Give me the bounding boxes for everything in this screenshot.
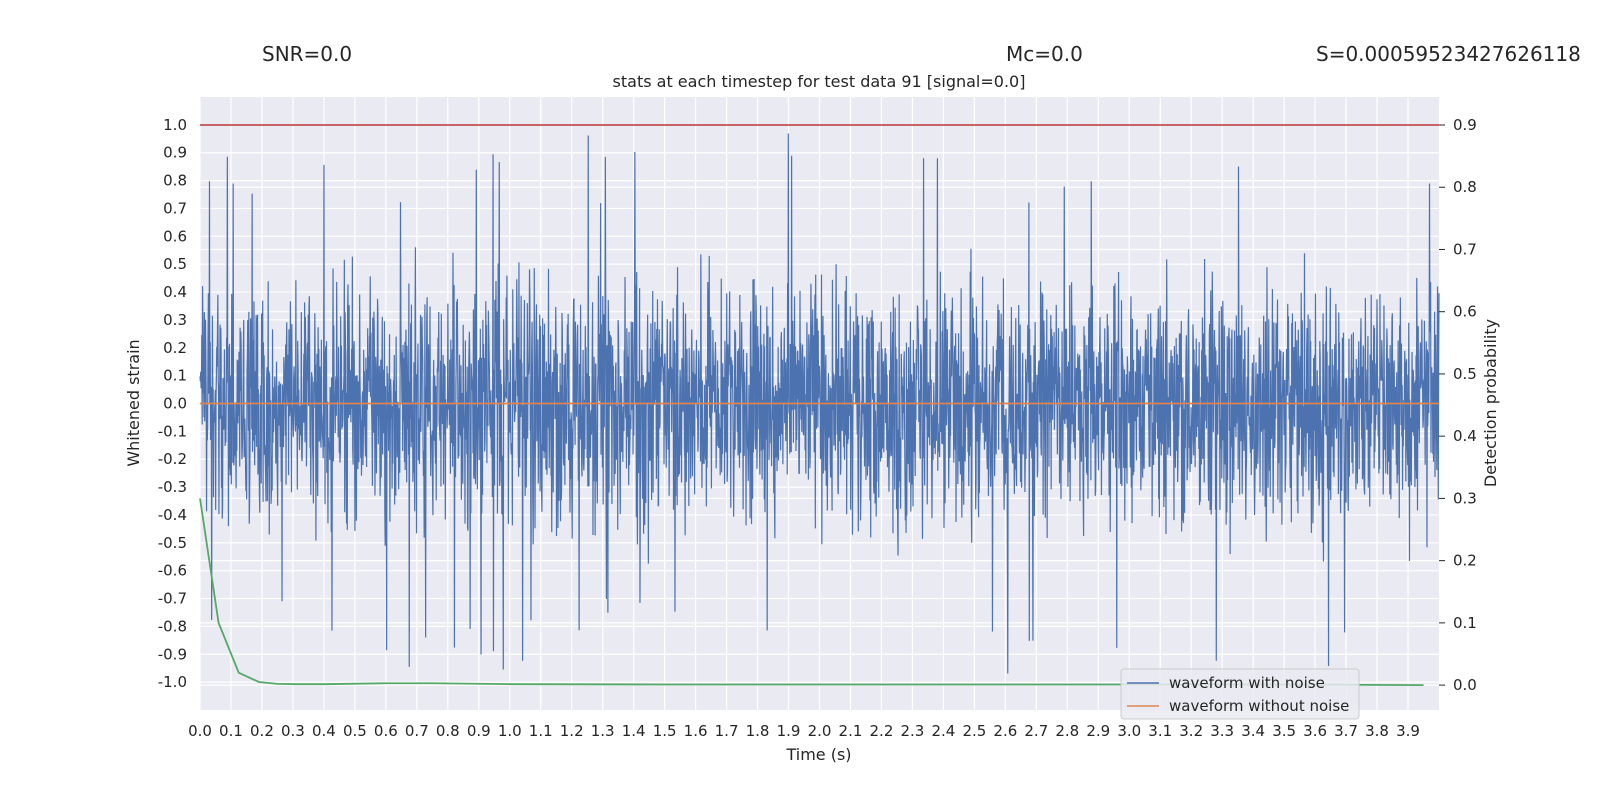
y2-tick-label: 0.8 bbox=[1453, 178, 1477, 196]
y-tick-label: -0.7 bbox=[158, 590, 187, 608]
y-tick-label: -0.8 bbox=[158, 617, 187, 635]
y-tick-label: -0.4 bbox=[158, 506, 187, 524]
y2-tick-label: 0.9 bbox=[1453, 116, 1477, 134]
y-tick-label: -0.1 bbox=[158, 422, 187, 440]
x-tick-label: 0.2 bbox=[250, 722, 274, 740]
y-tick-label: -0.3 bbox=[158, 478, 187, 496]
x-tick-label: 0.9 bbox=[467, 722, 491, 740]
y2-tick-label: 0.4 bbox=[1453, 427, 1477, 445]
y2-tick-label: 0.5 bbox=[1453, 365, 1477, 383]
x-tick-label: 0.7 bbox=[405, 722, 429, 740]
y-tick-labels: 1.0 0.9 0.8 0.7 0.6 0.5 0.4 0.3 0.2 0.1 0.0 -0.1 -0.… bbox=[158, 116, 187, 691]
chart-title: stats at each timestep for test data 91 … bbox=[613, 72, 1026, 91]
series-detection-probability bbox=[199, 498, 1424, 687]
x-tick-label: 1.4 bbox=[622, 722, 646, 740]
y-tick-label: -1.0 bbox=[158, 673, 187, 691]
y2-tick-label: 0.3 bbox=[1453, 489, 1477, 507]
y-tick-label: 1.0 bbox=[163, 116, 187, 134]
x-tick-label: 2.8 bbox=[1055, 722, 1079, 740]
x-tick-label: 2.2 bbox=[870, 722, 894, 740]
x-tick-label: 1.6 bbox=[684, 722, 708, 740]
legend: waveform with noise waveform without noi… bbox=[1120, 668, 1360, 720]
legend-label-clean: waveform without noise bbox=[1169, 697, 1349, 715]
x-tick-label: 3.9 bbox=[1396, 722, 1420, 740]
x-tick-label: 0.4 bbox=[312, 722, 336, 740]
x-tick-label: 2.9 bbox=[1086, 722, 1110, 740]
x-tick-label: 1.7 bbox=[715, 722, 739, 740]
x-tick-label: 2.0 bbox=[808, 722, 832, 740]
y2-tick-label: 0.2 bbox=[1453, 552, 1477, 570]
x-tick-label: 0.8 bbox=[436, 722, 460, 740]
s-label: S=0.00059523427626118 bbox=[1316, 42, 1581, 66]
x-tick-labels: 0.0 0.1 0.2 0.3 0.4 0.5 0.6 0.7 0.8 0.9 1.0 1.1 1.2 1… bbox=[188, 722, 1420, 740]
y-tick-label: 0.7 bbox=[163, 199, 187, 217]
y-axis-label: Whitened strain bbox=[124, 339, 143, 466]
y-tick-label: 0.3 bbox=[163, 311, 187, 329]
x-tick-label: 1.0 bbox=[498, 722, 522, 740]
x-tick-label: 0.1 bbox=[219, 722, 243, 740]
y-tick-label: 0.9 bbox=[163, 144, 187, 162]
noise-trace bbox=[199, 133, 1440, 674]
x-tick-label: 2.4 bbox=[931, 722, 955, 740]
x-tick-label: 3.0 bbox=[1117, 722, 1141, 740]
x-tick-label: 0.3 bbox=[281, 722, 305, 740]
legend-label-noise: waveform with noise bbox=[1169, 674, 1325, 692]
x-tick-label: 3.7 bbox=[1334, 722, 1358, 740]
x-tick-label: 2.7 bbox=[1024, 722, 1048, 740]
x-tick-label: 3.5 bbox=[1272, 722, 1296, 740]
y-tick-label: 0.5 bbox=[163, 255, 187, 273]
x-tick-label: 2.3 bbox=[900, 722, 924, 740]
x-tick-label: 0.0 bbox=[188, 722, 212, 740]
x-tick-label: 2.1 bbox=[839, 722, 863, 740]
x-tick-label: 3.4 bbox=[1241, 722, 1265, 740]
x-tick-label: 1.3 bbox=[591, 722, 615, 740]
x-tick-label: 2.6 bbox=[993, 722, 1017, 740]
x-tick-label: 0.6 bbox=[374, 722, 398, 740]
x-tick-label: 3.8 bbox=[1365, 722, 1389, 740]
x-tick-label: 1.1 bbox=[529, 722, 553, 740]
y2-tick-label: 0.7 bbox=[1453, 240, 1477, 258]
snr-label: SNR=0.0 bbox=[262, 42, 352, 66]
y-tick-label: 0.1 bbox=[163, 367, 187, 385]
y-tick-label: -0.9 bbox=[158, 645, 187, 663]
x-tick-label: 3.3 bbox=[1210, 722, 1234, 740]
x-tick-label: 1.2 bbox=[560, 722, 584, 740]
x-tick-label: 3.6 bbox=[1303, 722, 1327, 740]
y2-tick-label: 0.6 bbox=[1453, 303, 1477, 321]
y-tick-label: 0.0 bbox=[163, 395, 187, 413]
y-tick-label: 0.6 bbox=[163, 227, 187, 245]
x-axis-label: Time (s) bbox=[785, 745, 851, 764]
y2-tick-label: 0.0 bbox=[1453, 676, 1477, 694]
y2-tick-label: 0.1 bbox=[1453, 614, 1477, 632]
y-tick-label: -0.5 bbox=[158, 534, 187, 552]
x-tick-label: 0.5 bbox=[343, 722, 367, 740]
y2-tick-labels: 0.9 0.8 0.7 0.6 0.5 0.4 0.3 0.2 0.1 0.0 bbox=[1439, 116, 1477, 694]
x-tick-label: 2.5 bbox=[962, 722, 986, 740]
x-tick-label: 1.9 bbox=[777, 722, 801, 740]
x-tick-label: 3.1 bbox=[1148, 722, 1172, 740]
y-tick-label: -0.6 bbox=[158, 562, 187, 580]
series-waveform-with-noise bbox=[199, 133, 1440, 674]
x-tick-label: 3.2 bbox=[1179, 722, 1203, 740]
legend-box bbox=[1120, 668, 1360, 720]
y-tick-label: -0.2 bbox=[158, 450, 187, 468]
y-tick-label: 0.2 bbox=[163, 339, 187, 357]
x-tick-label: 1.8 bbox=[746, 722, 770, 740]
y-tick-label: 0.8 bbox=[163, 172, 187, 190]
x-tick-label: 1.5 bbox=[653, 722, 677, 740]
series-lines bbox=[199, 124, 1439, 687]
y-tick-label: 0.4 bbox=[163, 283, 187, 301]
y2-axis-label: Detection probability bbox=[1481, 319, 1500, 487]
chirp-mass-label: Mc=0.0 bbox=[1006, 42, 1083, 66]
